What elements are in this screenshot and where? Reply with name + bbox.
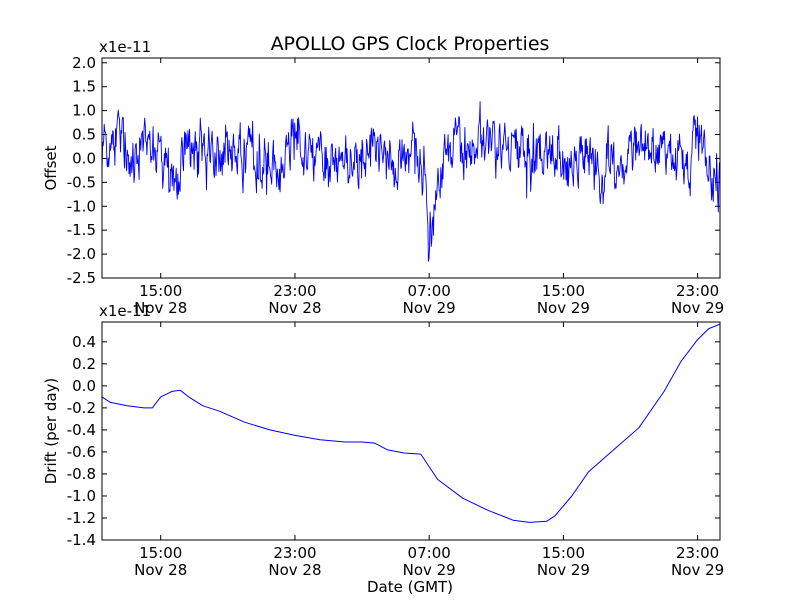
x-tick-label-date: Nov 29 <box>537 561 590 579</box>
y-tick-label: -2.5 <box>67 269 96 287</box>
x-tick-label-date: Nov 28 <box>268 299 321 317</box>
x-tick-label-time: 15:00 <box>542 544 585 562</box>
y-tick-label: -0.4 <box>67 421 96 439</box>
y-tick-label: 0.4 <box>72 333 96 351</box>
y-tick-label: -1.5 <box>67 221 96 239</box>
y-tick-label: -0.6 <box>67 443 96 461</box>
x-tick-label-time: 15:00 <box>139 544 182 562</box>
x-tick-label-time: 15:00 <box>542 282 585 300</box>
x-tick-label-date: Nov 28 <box>134 299 187 317</box>
y-tick-label: 1.5 <box>72 78 96 96</box>
y-tick-label: -1.0 <box>67 487 96 505</box>
y-tick-label: 0.0 <box>72 149 96 167</box>
x-tick-label-date: Nov 28 <box>134 561 187 579</box>
x-tick-label-time: 15:00 <box>139 282 182 300</box>
drift-series-line <box>101 323 721 523</box>
x-tick-label-time: 23:00 <box>273 282 316 300</box>
drift-panel: 0.4 0.2 0.0 -0.2 -0.4 -0.6 -0.8 -1.0 -1.2 -1.4 15:… <box>42 302 724 579</box>
y-axis-label: Offset <box>42 145 60 190</box>
y-tick-label: 0.5 <box>72 126 96 144</box>
y-tick-label: -0.5 <box>67 173 96 191</box>
x-tick-label-date: Nov 29 <box>671 299 724 317</box>
y-tick-label: -0.2 <box>67 399 96 417</box>
axis-multiplier: x1e-11 <box>99 302 151 320</box>
offset-series-line <box>101 101 721 262</box>
y-tick-label: 2.0 <box>72 54 96 72</box>
y-tick-label: -1.2 <box>67 509 96 527</box>
axes-frame <box>101 321 721 541</box>
offset-panel: 2.0 1.5 1.0 0.5 0.0 -0.5 -1.0 -1.5 -2.0 -2.5 15:00… <box>42 38 724 317</box>
y-tick-label: -0.8 <box>67 465 96 483</box>
y-tick-label: -1.4 <box>67 531 96 549</box>
x-tick-label-date: Nov 29 <box>671 561 724 579</box>
x-tick-label-date: Nov 29 <box>403 561 456 579</box>
x-tick-label-date: Nov 29 <box>537 299 590 317</box>
axes-frame <box>101 57 721 279</box>
x-tick-label-date: Nov 28 <box>268 561 321 579</box>
x-tick-label-time: 23:00 <box>676 282 719 300</box>
x-tick-label-date: Nov 29 <box>403 299 456 317</box>
chart-title: APOLLO GPS Clock Properties <box>271 33 550 55</box>
x-axis-label: Date (GMT) <box>367 578 453 596</box>
x-tick-label-time: 07:00 <box>408 282 451 300</box>
y-tick-label: 1.0 <box>72 102 96 120</box>
y-tick-label: -2.0 <box>67 245 96 263</box>
x-tick-label-time: 23:00 <box>676 544 719 562</box>
x-tick-label-time: 23:00 <box>273 544 316 562</box>
y-tick-label: -1.0 <box>67 197 96 215</box>
x-tick-label-time: 07:00 <box>408 544 451 562</box>
y-tick-label: 0.0 <box>72 377 96 395</box>
y-axis-label: Drift (per day) <box>42 378 60 485</box>
y-tick-label: 0.2 <box>72 355 96 373</box>
axis-multiplier: x1e-11 <box>99 38 151 56</box>
